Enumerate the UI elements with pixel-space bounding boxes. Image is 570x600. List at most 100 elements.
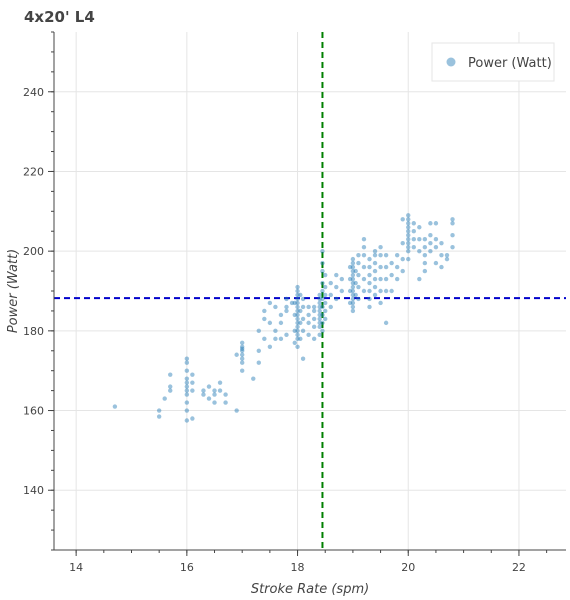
data-point (292, 300, 297, 306)
x-tick-label: 16 (180, 561, 194, 574)
data-point (361, 244, 367, 250)
data-point (400, 240, 405, 246)
data-point (256, 328, 261, 334)
data-point (433, 260, 439, 266)
data-point (320, 320, 325, 326)
data-point (406, 248, 411, 254)
data-point (411, 229, 416, 234)
data-point (184, 384, 190, 389)
data-point (256, 348, 261, 353)
data-point (184, 356, 190, 361)
data-point (320, 280, 325, 286)
data-point (206, 396, 212, 401)
data-point (350, 288, 356, 294)
data-point (320, 304, 325, 310)
data-point (168, 388, 173, 393)
data-point (273, 304, 278, 310)
data-point (350, 284, 356, 290)
data-point (361, 276, 367, 282)
data-point (347, 276, 353, 282)
data-point (306, 312, 311, 318)
data-point (328, 280, 333, 286)
data-point (311, 304, 317, 310)
data-point (267, 300, 273, 306)
data-point (278, 336, 284, 342)
data-point (184, 392, 190, 397)
data-point (356, 272, 361, 278)
data-point (217, 380, 223, 385)
data-point (239, 360, 245, 365)
data-point (347, 288, 353, 294)
data-point (284, 304, 289, 310)
x-tick-label: 22 (512, 561, 526, 574)
data-point (394, 252, 400, 258)
data-point (300, 304, 306, 310)
data-point (406, 217, 411, 222)
data-point (201, 388, 206, 393)
data-point (239, 368, 245, 373)
data-point (444, 252, 450, 258)
data-point (428, 248, 433, 254)
data-point (284, 332, 289, 338)
data-point (356, 260, 361, 266)
data-point (394, 276, 400, 282)
data-point (300, 356, 306, 361)
data-point (239, 340, 245, 345)
data-point (284, 296, 289, 302)
data-point (389, 288, 394, 294)
data-point (289, 300, 295, 306)
data-point (367, 280, 372, 286)
data-point (300, 328, 306, 334)
data-point (422, 260, 428, 266)
data-point (350, 264, 356, 270)
data-point (201, 392, 206, 397)
data-point (353, 292, 358, 298)
data-point (292, 312, 297, 318)
data-point (311, 324, 317, 330)
data-point (317, 312, 322, 318)
data-point (317, 332, 322, 338)
data-point (372, 252, 378, 258)
data-point (422, 252, 428, 258)
data-point (295, 344, 300, 349)
data-point (422, 268, 428, 274)
data-point (350, 268, 356, 274)
data-point (295, 316, 300, 322)
data-point (311, 336, 317, 342)
reference-lines (54, 32, 566, 550)
legend: Power (Watt) (431, 42, 555, 82)
data-point (317, 320, 322, 326)
data-point (444, 256, 450, 262)
tick-labels: 14 16 18 20 22 140 160 180 200 220 240 (23, 86, 526, 574)
data-point (350, 308, 356, 314)
data-points (112, 213, 455, 423)
data-point (317, 308, 322, 314)
data-point (450, 217, 455, 222)
data-point (317, 324, 322, 330)
y-axis-label: Power (Watt) (6, 249, 21, 333)
data-point (212, 388, 217, 393)
data-point (239, 344, 245, 349)
data-point (394, 264, 400, 270)
data-point (184, 388, 190, 393)
data-point (256, 360, 261, 365)
data-point (284, 308, 289, 314)
data-point (350, 300, 356, 306)
data-point (320, 248, 325, 254)
data-point (295, 312, 300, 318)
x-axis-label: Stroke Rate (spm) (251, 582, 369, 597)
data-point (361, 252, 367, 258)
data-point (162, 396, 167, 401)
data-point (168, 384, 173, 389)
data-point (439, 252, 444, 258)
data-point (278, 320, 284, 326)
data-point (422, 244, 428, 250)
data-point (262, 336, 267, 342)
data-point (298, 308, 303, 314)
data-point (317, 316, 322, 322)
y-tick-label: 180 (23, 325, 44, 338)
data-point (372, 260, 378, 266)
data-point (361, 237, 367, 242)
data-point (295, 308, 300, 314)
data-point (383, 264, 389, 270)
